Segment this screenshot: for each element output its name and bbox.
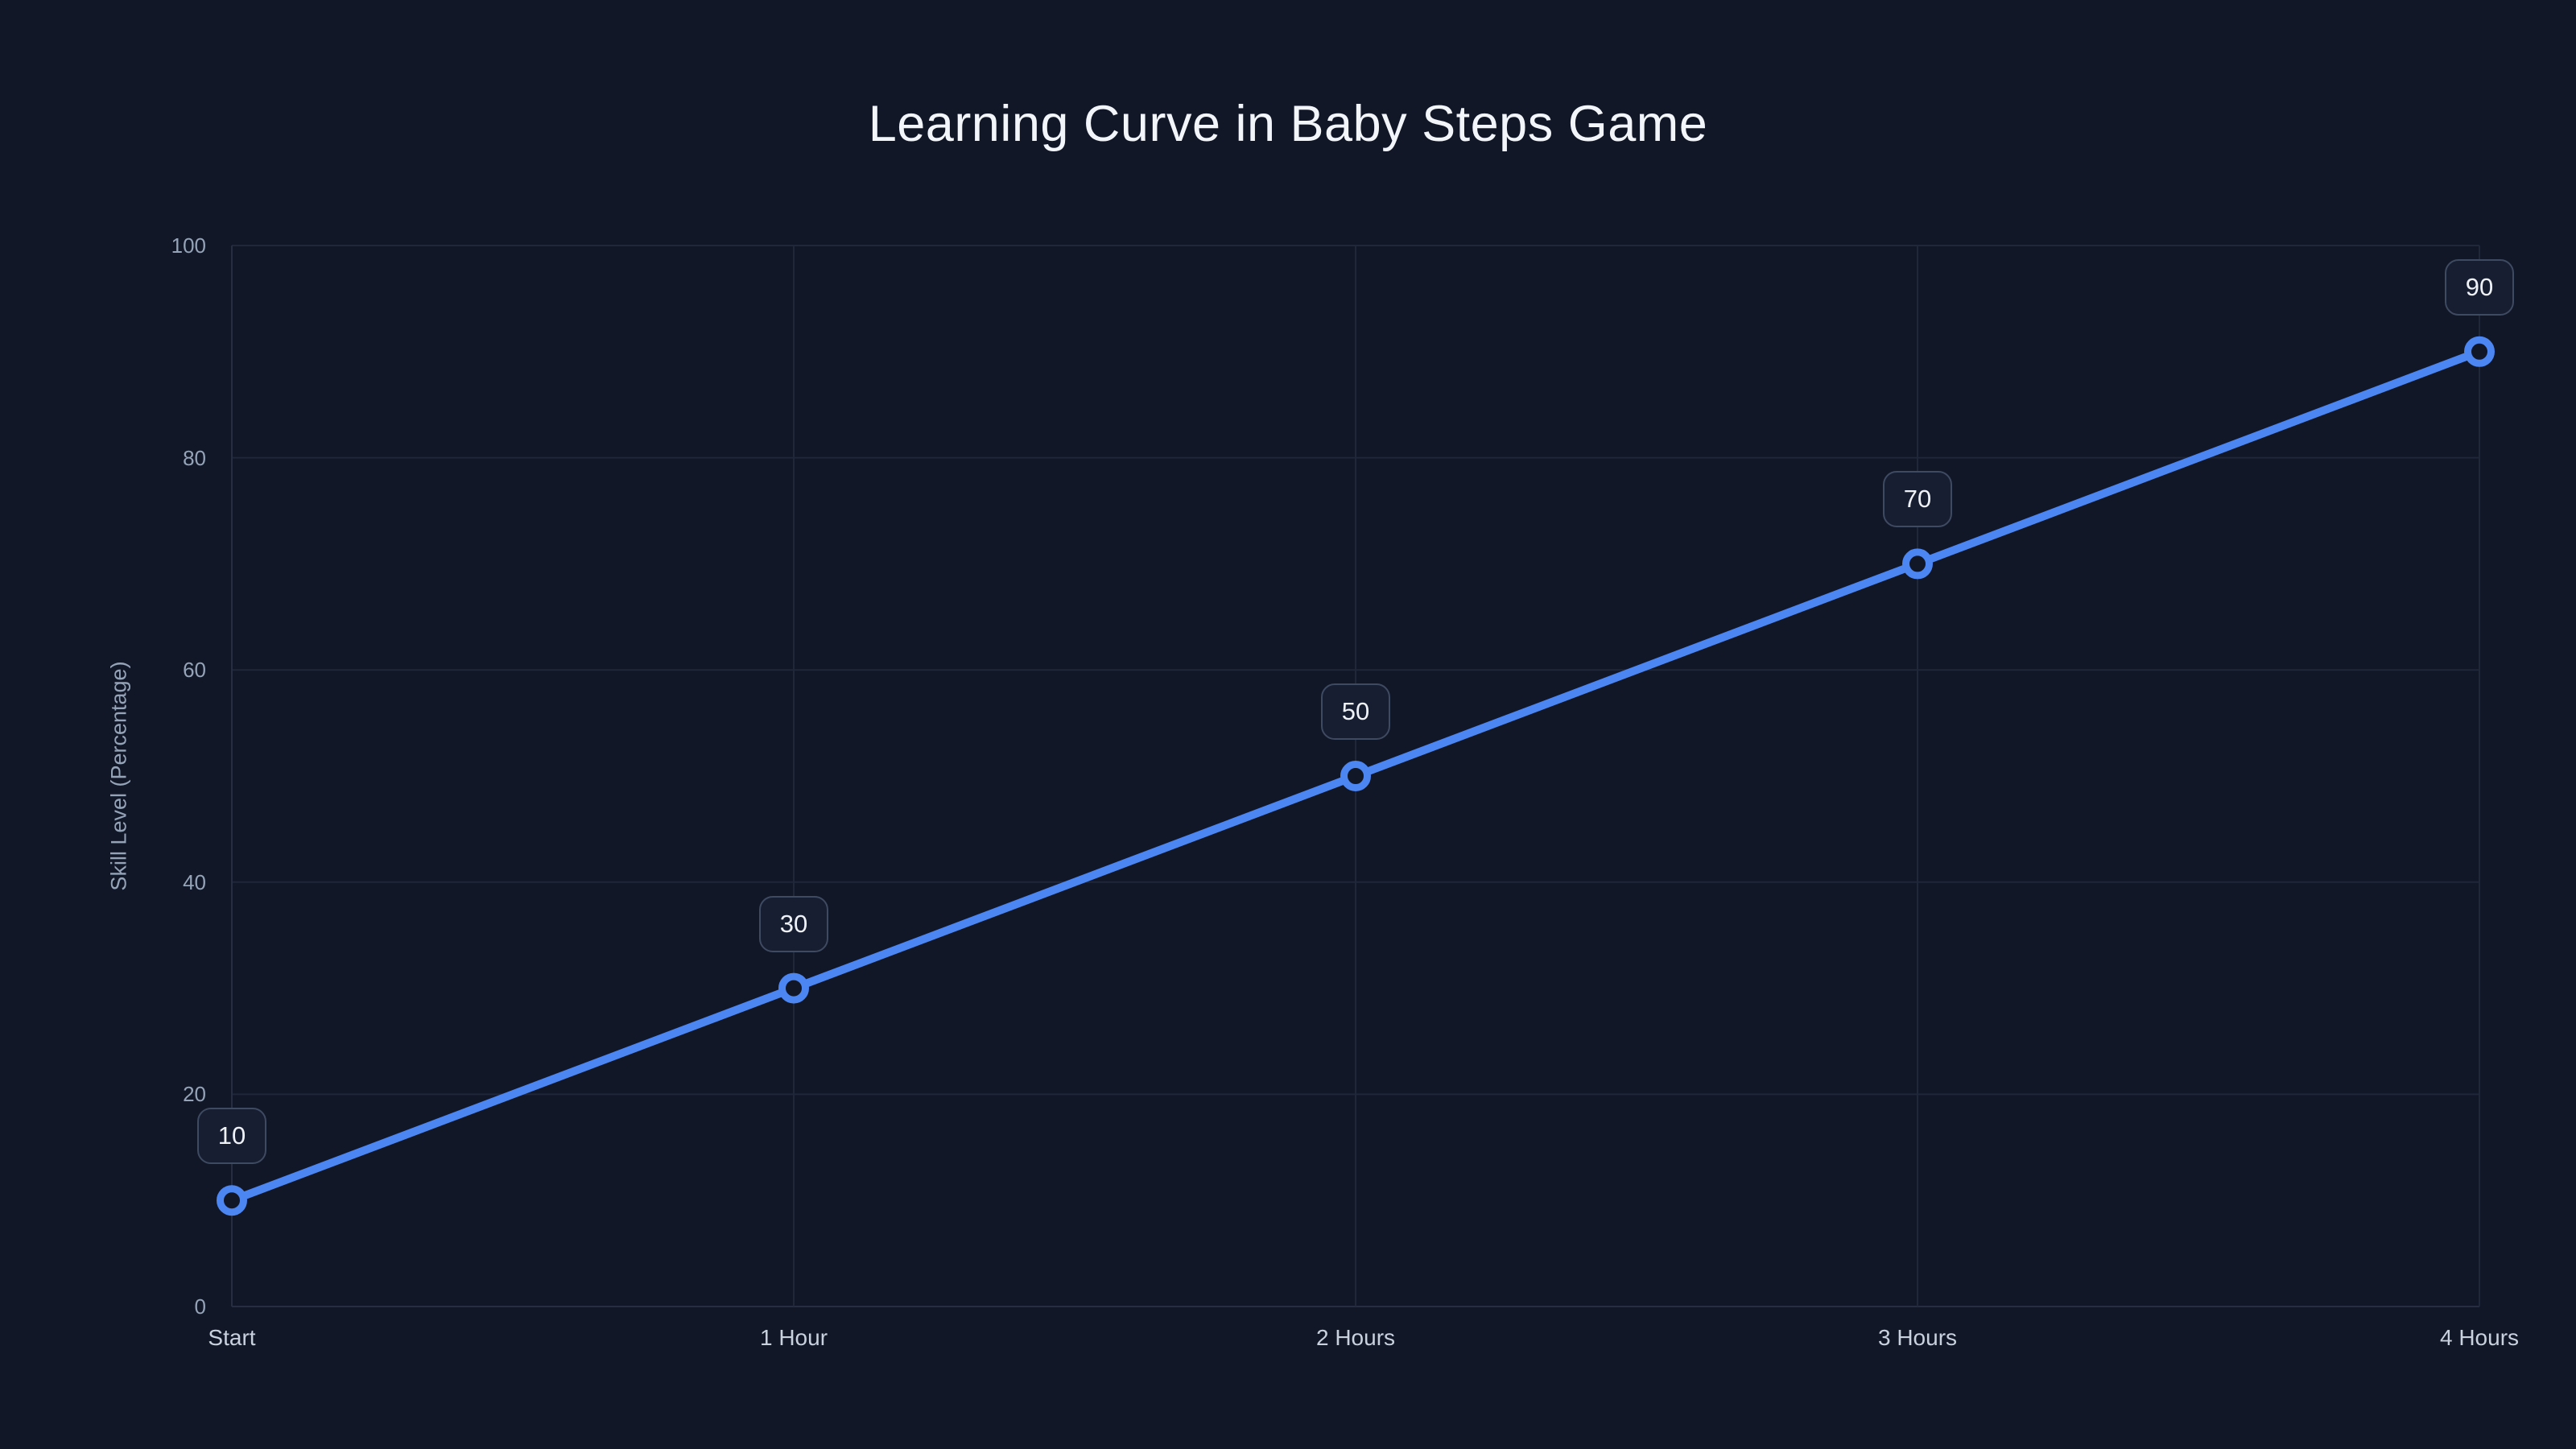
chart-title: Learning Curve in Baby Steps Game [868,96,1708,152]
x-axis-label: 2 Hours [1315,1325,1396,1350]
x-axis-label: 3 Hours [1877,1325,1958,1350]
y-tick-label: 20 [183,1082,206,1107]
point-value-label: 30 [759,895,828,952]
data-point-marker[interactable] [1902,548,1933,580]
x-axis-label: Start [208,1325,256,1350]
x-axis-label: 4 Hours [2439,1325,2520,1350]
y-tick-label: 80 [183,445,206,470]
data-point-marker[interactable] [2464,336,2495,367]
y-tick-label: 0 [194,1294,206,1319]
point-value-label: 90 [2445,258,2514,316]
data-point-marker[interactable] [778,972,809,1004]
data-point-marker[interactable] [217,1185,247,1216]
y-tick-label: 60 [183,658,206,683]
point-value-label: 70 [1883,471,1952,528]
y-tick-label: 40 [183,869,206,894]
y-tick-label: 100 [171,233,206,258]
point-value-label: 50 [1321,683,1390,740]
data-point-marker[interactable] [1340,761,1371,791]
point-value-label: 10 [197,1108,266,1165]
x-axis-label: 1 Hour [759,1325,828,1350]
